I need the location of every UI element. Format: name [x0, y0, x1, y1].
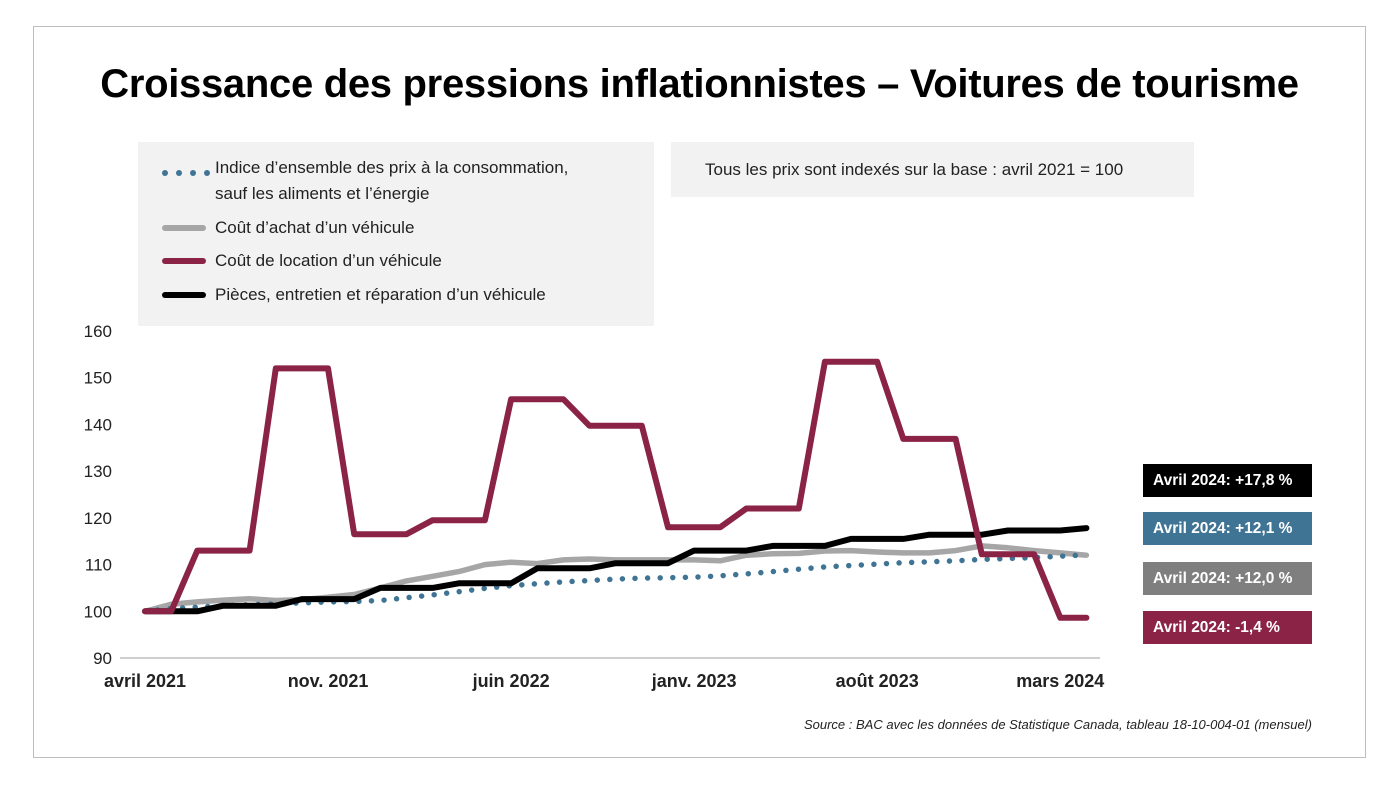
x-tick-label: janv. 2023 [651, 671, 737, 691]
y-tick-label: 150 [84, 369, 112, 388]
legend-label: Coût d’achat d’un véhicule [215, 218, 415, 237]
badge-parts: Avril 2024: +17,8 % [1143, 464, 1312, 497]
series-line-rental [142, 358, 1090, 621]
y-tick-label: 140 [84, 415, 112, 434]
index-base-note-text: Tous les prix sont indexés sur la base :… [705, 160, 1124, 179]
y-tick-label: 120 [84, 509, 112, 528]
legend-label: Indice d’ensemble des prix à la consomma… [215, 156, 568, 206]
legend: Indice d’ensemble des prix à la consomma… [138, 142, 654, 326]
legend-swatch-black-icon [162, 292, 206, 298]
chart-title: Croissance des pressions inflationnistes… [100, 62, 1299, 106]
badge-rental: Avril 2024: -1,4 % [1143, 611, 1312, 644]
y-tick-label: 100 [84, 602, 112, 621]
y-tick-label: 130 [84, 462, 112, 481]
legend-label-line1: Indice d’ensemble des prix à la consomma… [215, 158, 569, 177]
y-tick-label: 160 [84, 322, 112, 341]
legend-label-line2: sauf les aliments et l’énergie [215, 184, 430, 203]
legend-swatch-gray-icon [162, 225, 206, 231]
x-tick-label: août 2023 [836, 671, 919, 691]
x-tick-label: nov. 2021 [288, 671, 369, 691]
legend-label: Coût de location d’un véhicule [215, 251, 442, 270]
legend-label: Pièces, entretien et réparation d’un véh… [215, 285, 546, 304]
series-group [142, 358, 1090, 621]
x-axis: avril 2021 nov. 2021 juin 2022 janv. 2023 ao… [104, 671, 1104, 691]
x-tick-label: mars 2024 [1016, 671, 1104, 691]
legend-swatch-maroon-icon [162, 258, 206, 264]
x-tick-label: avril 2021 [104, 671, 186, 691]
index-base-note: Tous les prix sont indexés sur la base :… [671, 142, 1194, 197]
y-tick-label: 110 [85, 556, 112, 575]
source-note: Source : BAC avec les données de Statist… [803, 717, 1312, 732]
badge-cpi: Avril 2024: +12,1 % [1143, 512, 1312, 545]
y-axis: 90 100 110 120 130 140 150 160 [84, 322, 112, 668]
legend-swatch-dotted-blue-icon [162, 170, 210, 176]
badge-purchase: Avril 2024: +12,0 % [1143, 562, 1312, 595]
y-tick-label: 90 [93, 649, 112, 668]
x-tick-label: juin 2022 [472, 671, 550, 691]
series-line-parts [142, 525, 1090, 615]
